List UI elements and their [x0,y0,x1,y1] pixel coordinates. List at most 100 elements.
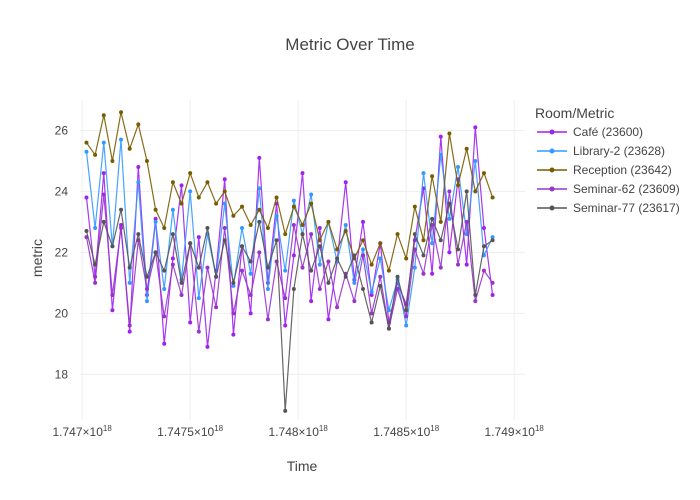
data-point [196,195,201,200]
data-point [464,189,469,194]
data-point [101,219,106,224]
data-point [248,293,253,298]
data-point [84,140,89,145]
data-point [231,332,236,337]
data-point [421,253,426,258]
data-point [378,241,383,246]
data-point [490,235,495,240]
data-point [412,247,417,252]
data-point [369,290,374,294]
data-point [430,174,435,179]
x-tick-label: 1.7485×1018 [373,424,440,439]
data-point [170,262,175,267]
data-point [456,262,461,267]
data-point [101,113,106,118]
data-point [369,262,374,267]
data-point [188,241,193,246]
data-point [343,222,348,227]
data-point [369,311,374,316]
data-point [257,219,262,224]
y-axis: 18 20 22 24 26 [55,123,69,381]
data-point [430,216,435,221]
series-line [85,191,494,332]
data-point [369,320,374,325]
data-point [110,158,115,163]
data-point [456,183,461,188]
data-point [456,247,461,252]
data-point [481,226,486,230]
data-point [205,226,210,230]
y-tick-label: 18 [55,367,69,381]
data-point [447,216,452,221]
data-point [222,177,227,182]
legend-label: Seminar-77 (23617) [573,201,680,215]
legend-item[interactable]: Reception (23642) [537,163,672,177]
data-point [386,326,391,331]
data-point [438,219,443,224]
x-tick-label: 1.748×1018 [269,424,329,439]
legend-item[interactable]: Seminar-77 (23617) [537,201,680,215]
data-point [153,250,158,255]
data-point [430,241,435,246]
data-point [360,219,365,224]
data-point [291,198,296,203]
data-point [127,280,132,285]
data-point [119,207,124,212]
data-point [300,232,305,237]
data-point [421,271,426,276]
data-point [386,268,391,273]
data-point [93,152,98,157]
y-axis-title: metric [29,239,45,277]
data-point [136,122,141,127]
data-point [317,226,322,230]
data-point [214,305,219,310]
data-point [283,232,288,237]
data-point [317,286,322,291]
data-point [490,238,495,243]
data-point [93,280,98,285]
legend-item[interactable]: Library-2 (23628) [537,144,665,158]
data-point [170,232,175,237]
data-point [153,219,158,224]
legend-swatch-marker [549,186,555,192]
data-point [101,192,106,197]
data-point [438,134,443,139]
data-point [101,171,106,176]
data-point [93,226,98,230]
data-point [188,171,193,176]
data-point [110,293,115,298]
data-point [447,201,452,206]
data-point [101,140,106,145]
data-point [490,195,495,200]
data-point [265,317,270,322]
data-point [490,280,495,285]
data-point [274,213,279,218]
data-point [179,280,184,285]
data-point [93,262,98,267]
legend-swatch-marker [549,148,555,154]
data-point [214,201,219,206]
data-point [248,222,253,227]
data-point [490,293,495,298]
data-point [162,341,167,346]
data-point [144,158,149,163]
legend-title: Room/Metric [535,105,614,121]
data-point [335,305,340,310]
chart-title: Metric Over Time [285,35,414,54]
legend[interactable]: Room/Metric Café (23600) Library-2 (23628… [535,105,680,215]
legend-item[interactable]: Seminar-62 (23609) [537,182,680,196]
data-point [196,235,201,240]
data-point [231,280,236,285]
series-2 [84,110,495,273]
data-point [265,265,270,270]
data-point [447,189,452,194]
legend-label: Café (23600) [573,125,643,139]
legend-label: Seminar-62 (23609) [573,182,680,196]
data-point [144,274,149,279]
legend-item[interactable]: Café (23600) [537,125,643,139]
data-point [456,165,461,170]
data-point [283,323,288,328]
data-point [317,244,322,249]
data-point [257,186,262,191]
data-point [404,256,409,261]
